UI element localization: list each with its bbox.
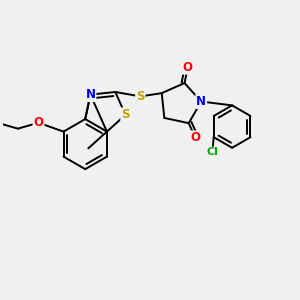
Text: O: O — [190, 131, 200, 144]
Text: N: N — [85, 88, 95, 101]
Text: S: S — [136, 90, 145, 103]
Text: S: S — [121, 108, 130, 122]
Text: Cl: Cl — [206, 148, 218, 158]
Text: O: O — [183, 61, 193, 74]
Text: O: O — [34, 116, 44, 129]
Text: N: N — [196, 95, 206, 108]
